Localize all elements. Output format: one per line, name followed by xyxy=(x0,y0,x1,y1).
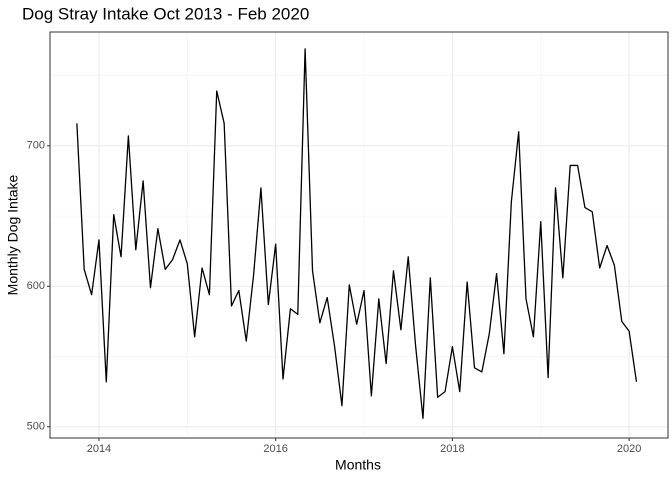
x-axis-label: Months xyxy=(335,457,381,473)
x-tick-label: 2020 xyxy=(617,443,641,455)
x-tick-label: 2018 xyxy=(440,443,464,455)
y-tick-label: 700 xyxy=(27,140,45,152)
data-line xyxy=(76,48,638,419)
y-tick-label: 600 xyxy=(27,280,45,292)
x-tick-label: 2016 xyxy=(263,443,287,455)
x-tick-label: 2014 xyxy=(87,443,111,455)
y-tick-label: 500 xyxy=(27,421,45,433)
chart-title: Dog Stray Intake Oct 2013 - Feb 2020 xyxy=(22,4,309,23)
y-axis-label: Monthly Dog Intake xyxy=(5,174,21,295)
panel-border xyxy=(49,31,669,439)
